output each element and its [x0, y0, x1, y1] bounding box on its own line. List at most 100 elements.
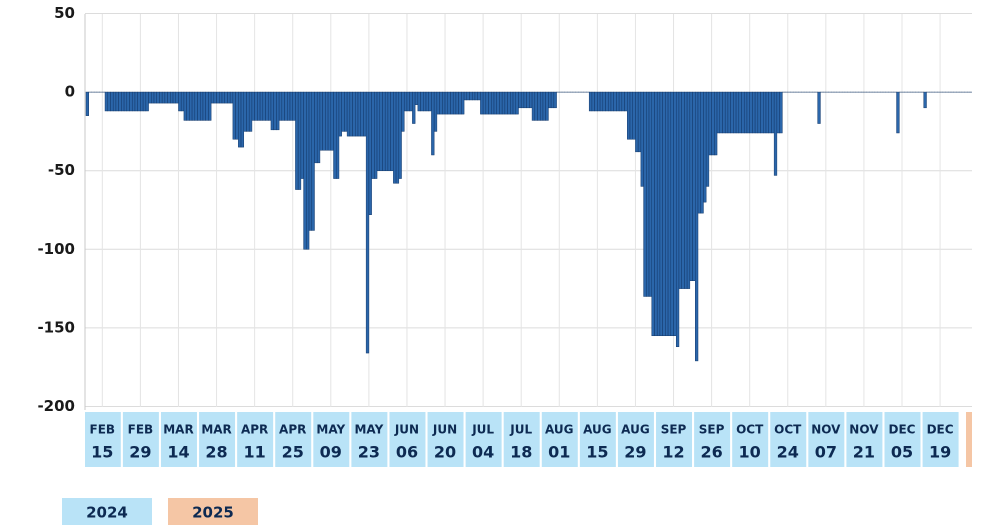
x-tick-box	[808, 412, 845, 467]
bar	[594, 91, 598, 112]
bar	[164, 91, 168, 104]
bar	[197, 91, 201, 121]
bar	[616, 91, 620, 112]
bar	[352, 91, 356, 137]
bar	[771, 91, 775, 134]
bar	[689, 91, 693, 281]
x-tick-box	[884, 412, 921, 467]
bar	[705, 91, 710, 187]
bar	[308, 91, 313, 231]
bar	[235, 91, 239, 140]
bar	[330, 91, 334, 151]
bar	[262, 91, 266, 121]
x-tick-day: 19	[929, 443, 951, 462]
bar	[371, 91, 375, 179]
bar	[613, 91, 617, 112]
x-tick-day: 05	[891, 443, 913, 462]
bar	[923, 91, 927, 109]
legend-label: 2025	[192, 504, 234, 522]
bar	[112, 91, 117, 112]
x-tick-day: 28	[205, 443, 227, 462]
bar	[303, 91, 307, 250]
y-tick-label: 0	[65, 83, 75, 101]
bar	[635, 91, 639, 153]
bar	[477, 91, 481, 101]
bar	[398, 91, 402, 179]
bar	[458, 91, 462, 115]
bar	[526, 91, 530, 109]
bar	[123, 91, 128, 112]
bar	[322, 91, 326, 151]
bar	[406, 91, 410, 112]
bar	[632, 91, 636, 140]
bar	[349, 91, 353, 137]
bar	[316, 91, 321, 164]
bar	[379, 91, 383, 171]
x-tick-box	[503, 412, 540, 467]
x-tick-day: 06	[396, 443, 418, 462]
bar	[420, 91, 424, 112]
bar	[360, 91, 364, 137]
bar	[605, 91, 609, 112]
bar	[681, 91, 685, 289]
bar	[654, 91, 658, 337]
bar	[300, 91, 304, 179]
bar	[651, 91, 655, 337]
bar	[504, 91, 508, 115]
bar	[403, 91, 408, 112]
bar	[248, 91, 253, 132]
bar	[297, 91, 302, 190]
x-tick-day: 26	[700, 443, 722, 462]
bar	[474, 91, 478, 101]
bar	[618, 91, 623, 112]
bar	[208, 91, 212, 121]
bar	[159, 91, 163, 104]
bar	[194, 91, 198, 121]
x-tick-month: AUG	[621, 423, 650, 437]
bar	[238, 91, 242, 148]
x-tick-month: AUG	[583, 423, 612, 437]
bar	[675, 91, 680, 348]
bar	[724, 91, 729, 134]
bar	[686, 91, 691, 289]
bar	[531, 91, 536, 121]
x-tick-day: 23	[358, 443, 380, 462]
bar	[284, 91, 288, 121]
x-tick-day: 18	[510, 443, 532, 462]
x-axis-labels: FEB 15 FEB 29 MAR 14 MAR 28 APR 11 APR 25 MAY 09 MAY 23…	[85, 412, 959, 467]
bar	[542, 91, 546, 121]
x-tick-box	[351, 412, 388, 467]
bar	[319, 91, 323, 151]
x-tick-day: 25	[282, 443, 304, 462]
bar	[629, 91, 633, 140]
bar	[161, 91, 166, 104]
bar	[428, 91, 432, 112]
x-tick-month: OCT	[736, 423, 764, 437]
bar	[368, 91, 372, 215]
bar	[189, 91, 193, 121]
bar	[439, 91, 443, 115]
bar	[466, 91, 470, 101]
bar	[433, 91, 438, 132]
bar	[602, 91, 606, 112]
x-tick-day: 07	[815, 443, 837, 462]
x-tick-box	[922, 412, 959, 467]
bar	[817, 91, 821, 124]
bar	[183, 91, 187, 121]
bar	[708, 91, 712, 156]
bar	[287, 91, 291, 121]
bar	[151, 91, 155, 104]
bars	[85, 91, 972, 362]
bar	[216, 91, 220, 104]
bar	[425, 91, 429, 112]
legend: 2024 2025	[62, 498, 258, 525]
x-tick-box	[579, 412, 616, 467]
grid	[85, 13, 972, 407]
x-tick-month: FEB	[90, 423, 116, 437]
bar	[251, 91, 255, 121]
x-tick-box	[160, 412, 197, 467]
bar	[306, 91, 310, 250]
bar	[281, 91, 285, 121]
bar	[711, 91, 715, 156]
x-tick-month: NOV	[849, 423, 879, 437]
